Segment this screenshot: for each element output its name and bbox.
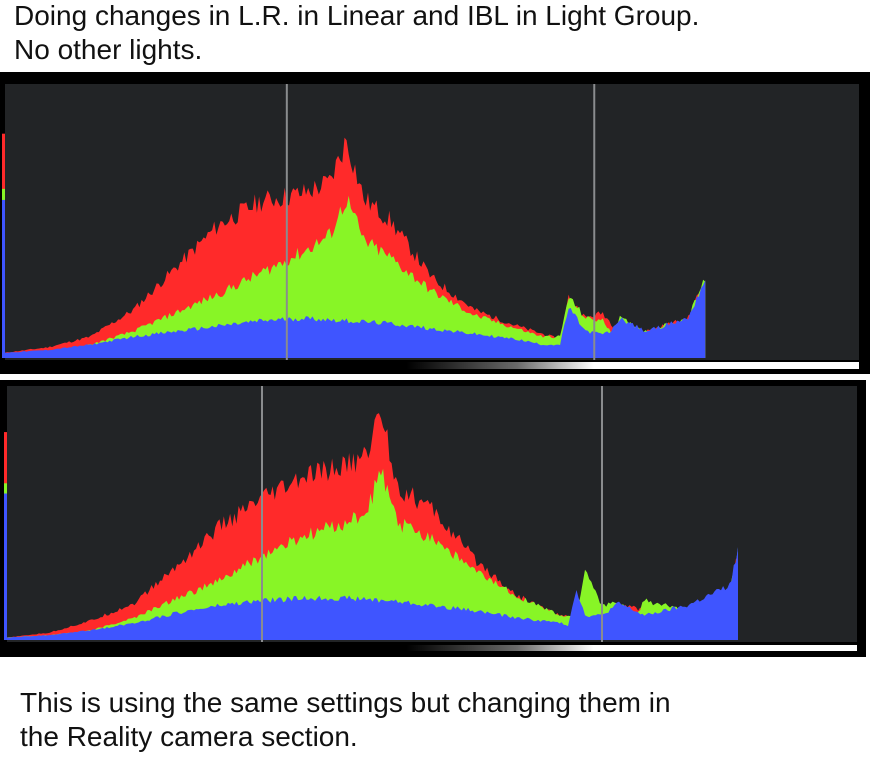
blue-edge-marker bbox=[4, 493, 7, 640]
blue-channel-area bbox=[5, 280, 706, 358]
tone-gradient-strip bbox=[5, 362, 859, 369]
blue-channel-area bbox=[7, 547, 738, 640]
top-caption: Doing changes in L.R. in Linear and IBL … bbox=[14, 0, 699, 67]
bottom-caption-line-2: the Reality camera section. bbox=[20, 721, 358, 752]
histogram-chart bbox=[2, 84, 859, 369]
green-channel-area bbox=[5, 195, 706, 358]
histogram-chart bbox=[4, 386, 857, 651]
bottom-caption: This is using the same settings but chan… bbox=[20, 686, 671, 754]
blue-edge-marker bbox=[2, 199, 5, 358]
green-channel-area bbox=[7, 468, 738, 640]
histogram-panel-linear bbox=[0, 72, 870, 374]
top-caption-line-2: No other lights. bbox=[14, 34, 203, 65]
histogram-panel-reality-camera bbox=[0, 380, 866, 657]
tone-gradient-strip bbox=[7, 645, 857, 651]
bottom-caption-line-1: This is using the same settings but chan… bbox=[20, 687, 671, 718]
top-caption-line-1: Doing changes in L.R. in Linear and IBL … bbox=[14, 0, 700, 31]
